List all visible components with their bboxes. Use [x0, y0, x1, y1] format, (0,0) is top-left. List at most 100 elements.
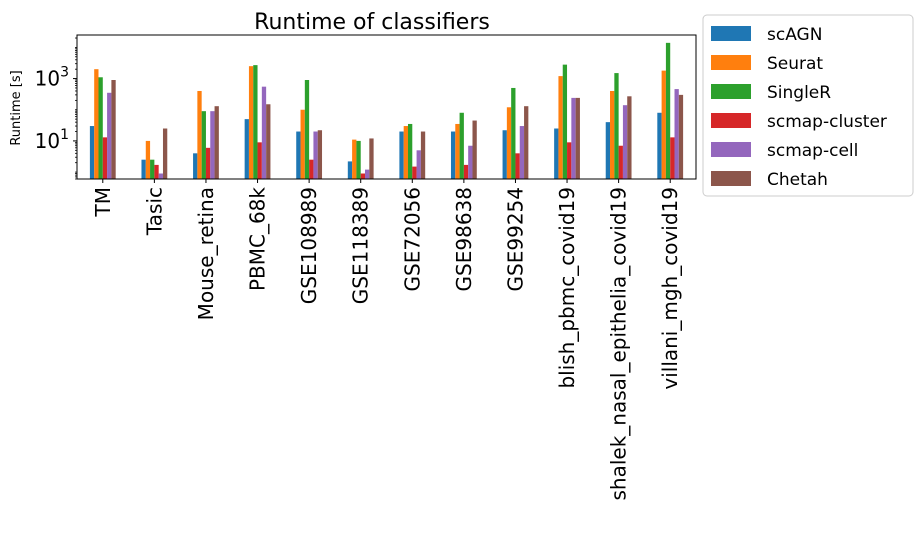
bar-scagn [89, 126, 95, 179]
bar-chetah [111, 80, 116, 179]
x-tick-label: villani_mgh_covid19 [658, 187, 682, 390]
bar-chetah [678, 94, 684, 179]
x-tick-label: shalek_nasal_epithelia_covid19 [607, 187, 631, 500]
bar-scmap-cell [416, 150, 421, 179]
bar-scmap-cluster [257, 142, 262, 179]
bar-chetah [317, 130, 323, 179]
bar-scmap-cell [622, 105, 628, 179]
bar-seurat [506, 107, 512, 179]
x-tick-label: GSE108989 [297, 187, 321, 304]
bar-scmap-cell [210, 111, 215, 179]
legend-swatch [711, 26, 751, 41]
bar-scagn [296, 131, 301, 179]
bar-scmap-cluster [670, 137, 675, 179]
bar-chetah [420, 131, 426, 179]
bar-singler [665, 42, 671, 179]
bar-singler [562, 64, 568, 179]
bar-singler [201, 111, 206, 179]
bar-scmap-cluster [154, 164, 159, 179]
bar-singler [253, 65, 258, 179]
bar-chetah [369, 138, 374, 179]
bar-singler [614, 73, 619, 179]
y-axis-ticks: 101 103 [35, 37, 77, 180]
bar-singler [150, 159, 155, 179]
bar-scagn [244, 119, 249, 179]
legend-label: Chetah [767, 170, 828, 190]
bar-scmap-cluster [360, 173, 366, 179]
bar-scmap-cell [313, 131, 318, 179]
bar-seurat [610, 90, 615, 179]
bar-scmap-cell [261, 86, 267, 179]
bar-scmap-cell [158, 173, 163, 179]
bar-scmap-cluster [618, 145, 623, 179]
bar-scagn [141, 159, 146, 179]
bar-seurat [300, 109, 305, 179]
y-tick-label: 103 [35, 65, 69, 91]
bar-singler [304, 80, 310, 179]
bar-scagn [450, 131, 456, 179]
x-tick-label: GSE98638 [452, 187, 476, 291]
legend-swatch [711, 171, 751, 186]
y-axis-label: Runtime [s] [9, 70, 24, 145]
bar-scmap-cell [674, 89, 679, 179]
x-tick-label: TM [91, 187, 115, 217]
bar-seurat [558, 76, 563, 179]
bar-chetah [162, 128, 168, 179]
x-tick-label: PBMC_68k [246, 187, 270, 291]
bar-scmap-cell [107, 92, 112, 179]
bar-singler [356, 140, 361, 179]
bar-scagn [554, 128, 559, 179]
bar-scmap-cluster [515, 153, 520, 179]
legend-box [702, 14, 914, 197]
bar-singler [459, 112, 464, 179]
x-tick-label: GSE118389 [349, 187, 373, 304]
chart-title: Runtime of classifiers [254, 10, 490, 35]
x-tick-label: GSE99254 [503, 187, 527, 291]
x-tick-label: GSE72056 [400, 187, 424, 291]
bar-chetah [627, 96, 632, 179]
bar-seurat [145, 140, 151, 179]
bar-scagn [193, 153, 198, 179]
legend-label: scmap-cluster [767, 112, 887, 132]
plot-area [76, 34, 697, 180]
bar-singler [511, 87, 516, 179]
bar-chetah [524, 106, 529, 179]
legend-swatch [711, 84, 751, 99]
bar-scmap-cell [468, 145, 473, 179]
bar-chetah [214, 106, 219, 179]
bar-scmap-cell [519, 126, 525, 179]
bar-singler [98, 77, 103, 179]
bar-singler [407, 123, 413, 179]
bar-chetah [472, 120, 477, 179]
bar-seurat [403, 126, 408, 179]
bar-scagn [399, 131, 404, 179]
x-tick-label: blish_pbmc_covid19 [555, 187, 579, 389]
bar-scmap-cell [365, 169, 370, 179]
bar-scmap-cluster [567, 142, 572, 179]
bar-scmap-cell [571, 97, 576, 179]
bar-scmap-cluster [412, 166, 417, 179]
axes-frame [76, 34, 697, 180]
x-axis-ticks: TM Tasic Mouse_retina PBMC_68k GSE108989 GSE1… [91, 179, 682, 500]
bar-seurat [94, 69, 99, 179]
bar-scmap-cluster [102, 137, 108, 179]
bar-scagn [657, 112, 662, 179]
x-tick-label: Tasic [142, 187, 166, 236]
bar-scagn [347, 161, 353, 179]
bar-scagn [605, 122, 611, 179]
legend-swatch [711, 55, 751, 70]
bar-chetah [575, 97, 580, 179]
bar-scmap-cluster [463, 164, 469, 179]
bar-scagn [502, 130, 507, 179]
legend-label: scmap-cell [767, 141, 858, 161]
legend: scAGN Seurat SingleR scmap-cluster scmap-cel… [702, 14, 914, 197]
bar-seurat [455, 123, 460, 179]
bar-seurat [197, 90, 202, 179]
legend-label: Seurat [767, 54, 823, 74]
bar-scmap-cluster [205, 147, 211, 179]
bar-scmap-cluster [309, 159, 314, 179]
x-tick-label: Mouse_retina [194, 187, 218, 320]
bar-seurat [248, 66, 254, 179]
legend-label: SingleR [767, 83, 831, 103]
